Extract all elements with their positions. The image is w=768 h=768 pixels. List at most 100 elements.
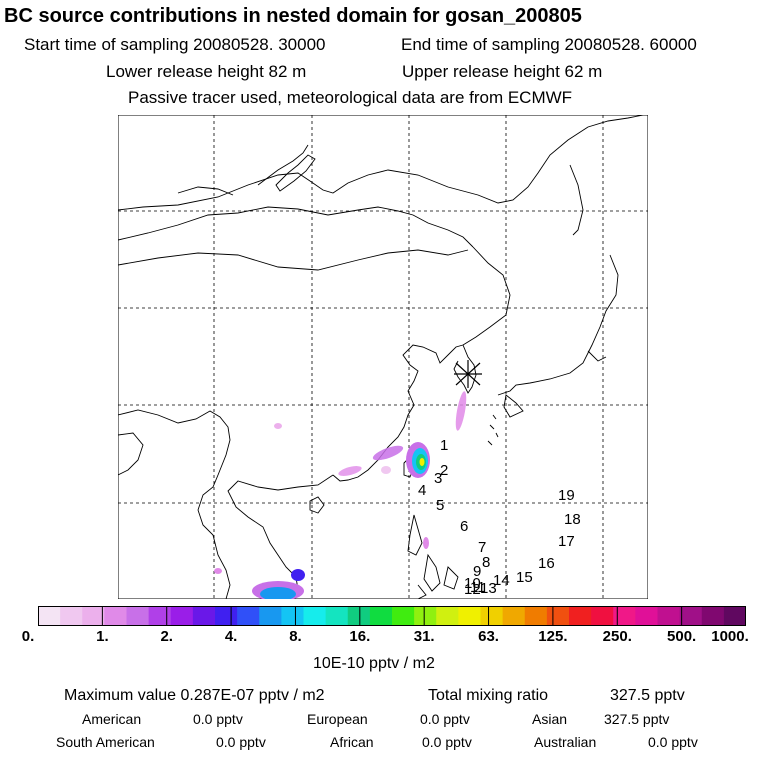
colorbar-swatch xyxy=(38,606,61,626)
colorbar-tick-label: 125. xyxy=(538,628,568,645)
colorbar-swatch xyxy=(281,606,305,626)
trajectory-label: 16 xyxy=(538,555,555,572)
trajectory-label: 9 xyxy=(473,563,481,580)
plume-vietnam-north xyxy=(291,569,305,581)
trajectory-label: 3 xyxy=(434,470,442,487)
colorbar-swatch xyxy=(325,606,349,626)
graticule xyxy=(118,115,648,599)
start-time-label: Start time of sampling 20080528. 30000 xyxy=(24,35,326,54)
upper-height-label: Upper release height 62 m xyxy=(402,62,603,81)
max-value: Maximum value 0.287E-07 pptv / m2 xyxy=(64,687,325,704)
region-name-european: European xyxy=(307,711,368,727)
colorbar-tick-label: 250. xyxy=(602,628,632,645)
trajectory-label: 15 xyxy=(516,569,533,586)
region-name-african: African xyxy=(330,734,374,750)
colorbar-tick-label: 2. xyxy=(160,628,173,645)
colorbar-tick-label: 1000. xyxy=(711,628,749,645)
receptor-marker xyxy=(454,360,482,388)
trajectory-label: 12 xyxy=(464,581,481,598)
plot-title: BC source contributions in nested domain… xyxy=(4,5,582,27)
colorbar-swatch xyxy=(126,606,150,626)
total-mixing-value: 327.5 pptv xyxy=(610,687,685,704)
colorbar-swatch xyxy=(635,606,659,626)
trajectory-label: 17 xyxy=(558,533,575,550)
colorbar-swatch xyxy=(657,606,681,626)
region-value-european: 0.0 pptv xyxy=(420,711,470,727)
trajectory-label: 4 xyxy=(418,482,426,499)
plume-guangdong xyxy=(372,445,404,461)
colorbar-swatch xyxy=(502,606,526,626)
colorbar-swatch xyxy=(613,606,636,626)
colorbar-border xyxy=(38,606,746,626)
colorbar xyxy=(38,606,746,626)
trajectory-label: 1 xyxy=(440,437,448,454)
trajectory-label: 5 xyxy=(436,497,444,514)
colorbar-swatch xyxy=(458,606,482,626)
colorbar-swatch xyxy=(60,606,83,626)
colorbar-swatch xyxy=(436,606,459,626)
colorbar-swatch xyxy=(369,606,393,626)
colorbar-tick-label: 0. xyxy=(21,628,35,645)
region-value-asian: 327.5 pptv xyxy=(604,711,670,727)
trajectory-label: 6 xyxy=(460,518,468,535)
plume-fujian-peak xyxy=(419,458,425,466)
lower-height-label: Lower release height 82 m xyxy=(106,62,307,81)
colorbar-swatch xyxy=(679,606,703,626)
colorbar-tick-label: 16. xyxy=(349,628,371,645)
colorbar-swatch xyxy=(569,606,592,626)
region-name-australian: Australian xyxy=(534,734,597,750)
colorbar-swatch xyxy=(82,606,105,626)
colorbar-swatch xyxy=(148,606,172,626)
region-value-south-american: 0.0 pptv xyxy=(216,734,266,750)
colorbar-swatch xyxy=(546,606,570,626)
plume-vietnam-core xyxy=(260,587,296,599)
colorbar-swatch xyxy=(303,606,327,626)
colorbar-swatch xyxy=(701,606,725,626)
colorbar-swatch xyxy=(192,606,216,626)
colorbar-swatch xyxy=(104,606,128,626)
plume-korea-strait xyxy=(455,391,467,431)
plume-spot xyxy=(381,466,391,474)
trajectory-label: 19 xyxy=(558,487,575,504)
tracer-note: Passive tracer used, meteorological data… xyxy=(128,88,573,107)
colorbar-tick-label: 4. xyxy=(224,628,238,645)
colorbar-swatch xyxy=(259,606,282,626)
colorbar-swatch xyxy=(480,606,504,626)
plume-thailand xyxy=(214,568,222,574)
colorbar-swatch xyxy=(392,606,415,626)
plume-philippines xyxy=(423,537,429,549)
region-value-american: 0.0 pptv xyxy=(193,711,243,727)
plume-coast xyxy=(338,466,362,476)
colorbar-tick-label: 63. xyxy=(478,628,499,645)
trajectory-label: 18 xyxy=(564,511,581,528)
colorbar-tick-label: 1. xyxy=(96,628,109,645)
trajectory-label: 11 xyxy=(470,579,486,596)
colorbar-swatch xyxy=(170,606,194,626)
end-time-label: End time of sampling 20080528. 60000 xyxy=(401,35,697,54)
region-name-asian: Asian xyxy=(532,711,568,727)
colorbar-swatch xyxy=(215,606,238,626)
region-name-south-american: South American xyxy=(56,734,155,750)
plume-inland-spot xyxy=(274,423,282,429)
colorbar-unit-label: 10E-10 pptv / m2 xyxy=(313,655,435,672)
colorbar-tick-label: 8. xyxy=(289,628,302,645)
colorbar-swatch xyxy=(591,606,614,626)
trajectory-label: 13 xyxy=(480,580,497,597)
colorbar-swatch xyxy=(723,606,746,626)
map-border xyxy=(118,115,648,599)
trajectory-label: 7 xyxy=(478,539,486,556)
colorbar-swatch xyxy=(524,606,548,626)
region-name-american: American xyxy=(82,711,142,727)
colorbar-tick-label: 31. xyxy=(413,628,435,645)
contribution-plume xyxy=(214,391,467,599)
colorbar-swatch xyxy=(414,606,437,626)
trajectory-label: 8 xyxy=(482,554,490,571)
trajectory-label: 10 xyxy=(464,575,481,592)
region-value-african: 0.0 pptv xyxy=(422,734,472,750)
colorbar-tick-label: 500. xyxy=(667,628,697,645)
region-value-australian: 0.0 pptv xyxy=(648,734,698,750)
trajectory-label: 2 xyxy=(440,462,448,479)
colorbar-swatch xyxy=(237,606,260,626)
